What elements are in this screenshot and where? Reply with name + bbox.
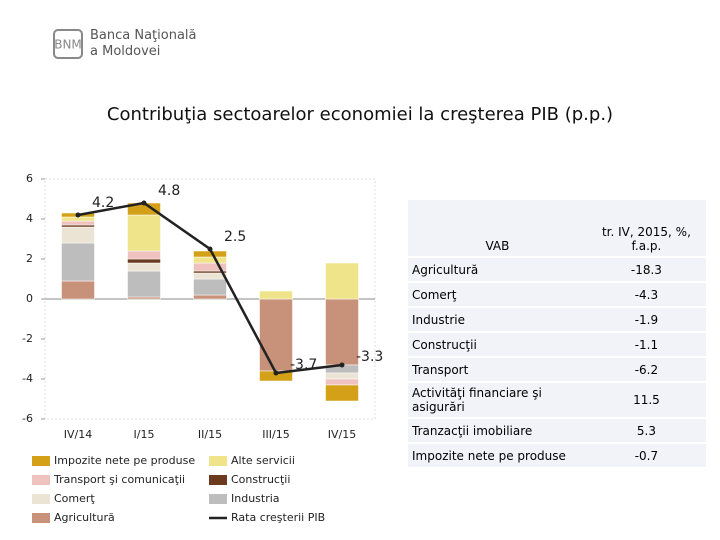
table-row: Agricultură -18.3 <box>408 257 706 283</box>
table-cell: 11.5 <box>586 382 706 419</box>
table-cell: Tranzacţii imobiliare <box>408 418 587 444</box>
y-tick-label: -6 <box>22 412 33 425</box>
bar-segment <box>61 216 95 222</box>
table-header-row: VAB tr. IV, 2015, %, f.a.p. <box>408 200 706 258</box>
legend-key <box>32 494 50 504</box>
svg-text:BNM: BNM <box>54 38 82 52</box>
header-cell: tr. IV, 2015, %, f.a.p. <box>586 200 706 258</box>
data-label: 4.8 <box>158 183 180 199</box>
table-cell: -18.3 <box>586 257 706 283</box>
data-label: 2.5 <box>224 229 246 245</box>
bank-name-line: a Moldovei <box>90 44 161 59</box>
table-cell: Construcţii <box>408 332 587 358</box>
table-cell: 5.3 <box>586 418 706 444</box>
legend-label: Industria <box>231 492 280 505</box>
legend-label: Alte servicii <box>231 454 295 467</box>
legend-label: Impozite nete pe produse <box>54 454 195 467</box>
table-row: Industrie -1.9 <box>408 307 706 333</box>
legend-key <box>209 456 227 466</box>
bar-segment <box>127 214 161 252</box>
y-tick-label: 0 <box>26 292 33 305</box>
legend-label: Construcţii <box>231 473 290 486</box>
line-point <box>75 212 81 218</box>
bar-segment <box>127 270 161 298</box>
table-cell: Transport <box>408 357 587 383</box>
bar-segment <box>193 272 227 280</box>
table-row: Activităţi financiare şi asigurări 11.5 <box>408 382 706 419</box>
legend-key <box>32 456 50 466</box>
table-row: Comerţ -4.3 <box>408 282 706 308</box>
legend-key <box>32 475 50 485</box>
x-tick-label: II/15 <box>198 428 222 441</box>
y-tick-label: 4 <box>26 212 33 225</box>
bar-segment <box>325 262 359 300</box>
legend-label: Transport şi comunicaţii <box>53 473 185 486</box>
bar-segment <box>193 250 227 258</box>
logo: BNM <box>53 29 83 59</box>
table-cell: Agricultură <box>408 257 587 283</box>
table-cell: -0.7 <box>586 443 706 469</box>
data-label: -3.3 <box>356 349 383 365</box>
bar-segment <box>61 220 95 226</box>
line-point <box>273 370 279 376</box>
table-cell: Comerţ <box>408 282 587 308</box>
table-row: Transport -6.2 <box>408 357 706 383</box>
table-cell: -1.1 <box>586 332 706 358</box>
bar-segment <box>127 296 161 300</box>
header-cell: VAB <box>408 200 587 258</box>
bar-segment <box>61 226 95 244</box>
bar-segment <box>259 290 293 300</box>
bar-segment <box>259 298 293 372</box>
x-tick-label: I/15 <box>134 428 155 441</box>
bar-segment <box>325 378 359 386</box>
table-cell: -6.2 <box>586 357 706 383</box>
table-cell: Industrie <box>408 307 587 333</box>
legend-key <box>209 475 227 485</box>
table-row: Construcţii -1.1 <box>408 332 706 358</box>
table-row: Impozite nete pe produse -0.7 <box>408 443 706 469</box>
line-point <box>339 362 345 368</box>
y-tick-label: -4 <box>22 372 33 385</box>
bar-segment <box>127 262 161 272</box>
x-tick-label: IV/15 <box>328 428 356 441</box>
line-point <box>141 200 147 206</box>
bar-segment <box>61 280 95 300</box>
y-tick-label: -2 <box>22 332 33 345</box>
table-cell: Activităţi financiare şi asigurări <box>408 382 587 419</box>
bank-name: Banca Naţională a Moldovei <box>90 28 197 60</box>
bar-segment <box>127 250 161 260</box>
bar-segment <box>193 278 227 296</box>
table-cell: Impozite nete pe produse <box>408 443 587 469</box>
bar-segment <box>61 224 95 228</box>
bar-segment <box>325 384 359 402</box>
table-cell: -1.9 <box>586 307 706 333</box>
bank-name-line: Banca Naţională <box>90 28 197 43</box>
x-tick-label: IV/14 <box>64 428 92 441</box>
table: VAB tr. IV, 2015, %, f.a.p. Agricultură -18… <box>408 200 706 469</box>
bar-segment <box>193 294 227 300</box>
data-label: 4.2 <box>92 195 114 211</box>
bar-segment <box>325 372 359 380</box>
x-tick-label: III/15 <box>262 428 289 441</box>
line-point <box>207 246 213 252</box>
bar-segment <box>127 258 161 264</box>
legend-label: Rata creşterii PIB <box>231 511 325 524</box>
bar-segment <box>193 256 227 264</box>
chart-title: Contribuţia sectoarelor economiei la cre… <box>106 104 614 125</box>
data-label: -3.7 <box>290 357 317 373</box>
legend-key <box>209 494 227 504</box>
y-tick-label: 6 <box>26 172 33 185</box>
table-cell: -4.3 <box>586 282 706 308</box>
bar-segment <box>325 298 359 366</box>
chart: -6 -4 -2 0 2 4 6 IV/14 I/15 II/15 III/15 IV/15 4.2 4.… <box>22 172 383 524</box>
table-row: Tranzacţii imobiliare 5.3 <box>408 418 706 444</box>
y-tick-label: 2 <box>26 252 33 265</box>
legend-key <box>32 513 50 523</box>
bar-segment <box>61 242 95 282</box>
legend-label: Comerţ <box>54 492 95 505</box>
legend-label: Agricultură <box>54 511 115 524</box>
